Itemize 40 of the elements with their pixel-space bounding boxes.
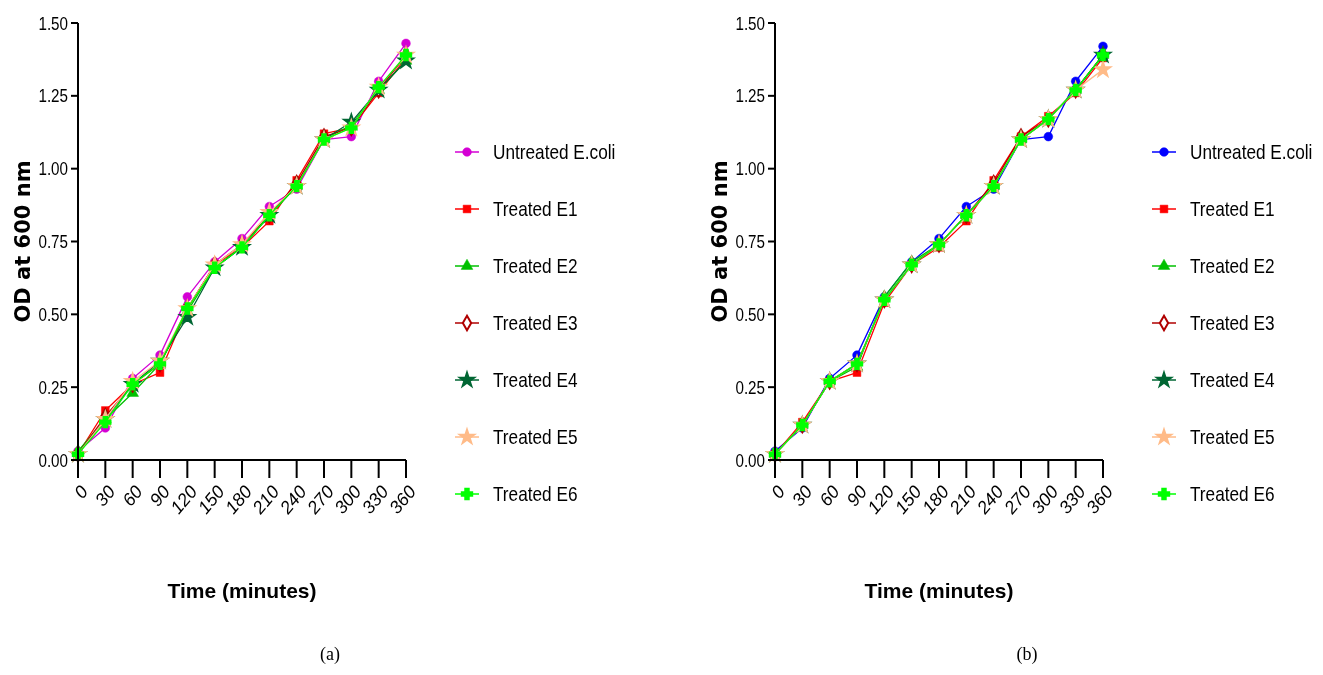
y-tick-label: 0.00: [38, 448, 68, 472]
text: (b): [1016, 644, 1038, 665]
x-tick-label: 30: [91, 481, 120, 510]
y-tick-label: 1.50: [735, 11, 765, 35]
legend-label: Treated E6: [1190, 482, 1275, 506]
y-tick-label: 0.25: [38, 376, 68, 399]
legend-label: Treated E5: [1190, 425, 1275, 449]
x-axis-title: Time (minutes): [864, 579, 1014, 602]
x-tick-label: 60: [815, 481, 844, 510]
legend-label: Treated E3: [1190, 311, 1275, 335]
legend-label: Treated E1: [1190, 197, 1275, 221]
y-tick-label: 1.00: [38, 157, 68, 180]
text: (a): [320, 644, 340, 665]
y-tick-label: 0.75: [735, 230, 765, 253]
y-tick-label: 1.50: [38, 11, 68, 35]
y-tick-label: 0.75: [38, 230, 68, 253]
legend-label: Treated E4: [1190, 368, 1275, 392]
x-tick-label: 30: [788, 481, 817, 510]
x-tick-label: 0: [767, 481, 789, 503]
y-tick-label: 1.00: [735, 157, 765, 180]
y-tick-label: 1.25: [735, 84, 765, 107]
y-tick-label: 0.25: [735, 376, 765, 399]
y-tick-label: 0.50: [38, 303, 68, 326]
y-tick-label: 1.25: [38, 84, 68, 107]
legend-label: Treated E2: [493, 254, 578, 278]
y-axis-title: OD at 600 nm: [708, 160, 732, 323]
legend-label: Treated E5: [493, 425, 578, 449]
x-axis-title: Time (minutes): [167, 579, 317, 602]
legend-label: Treated E4: [493, 368, 578, 392]
legend-label: Untreated E.coli: [1190, 140, 1313, 164]
legend-label: Untreated E.coli: [493, 140, 616, 164]
y-tick-label: 0.50: [735, 303, 765, 326]
legend-label: Treated E2: [1190, 254, 1275, 278]
legend-label: Treated E1: [493, 197, 578, 221]
legend-label: Treated E3: [493, 311, 578, 335]
x-tick-label: 0: [70, 481, 92, 503]
x-tick-label: 60: [118, 481, 147, 510]
legend-label: Treated E6: [493, 482, 578, 506]
y-axis-title: OD at 600 nm: [11, 160, 35, 323]
y-tick-label: 0.00: [735, 448, 765, 472]
